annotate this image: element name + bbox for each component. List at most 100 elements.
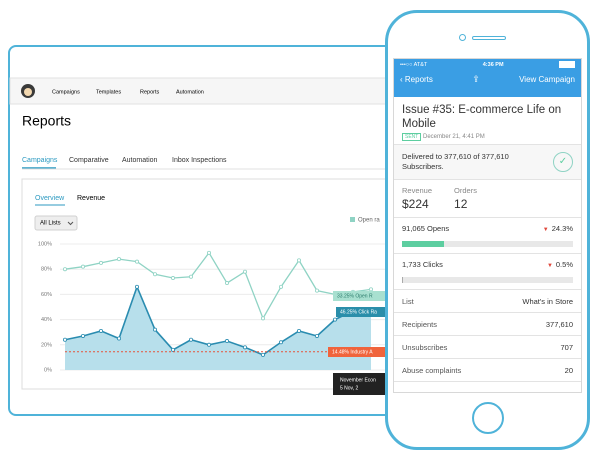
data-point xyxy=(224,281,229,286)
row-label: Unsubscribes xyxy=(402,342,448,352)
data-point xyxy=(117,257,122,262)
data-point xyxy=(188,274,193,279)
metric-change: ▼ 0.5% xyxy=(547,260,573,269)
data-point xyxy=(242,269,247,274)
phone-header: •••○○ AT&T 4:36 PM ‹ Reports ⇪ View Camp… xyxy=(394,59,581,97)
data-point xyxy=(134,259,139,264)
row-label: Abuse complaints xyxy=(402,365,462,375)
data-point xyxy=(278,284,283,289)
delivered: Delivered to 377,610 of 377,610 Subscrib… xyxy=(402,152,509,171)
home-button[interactable] xyxy=(472,402,504,434)
y-tick-label: 100% xyxy=(38,241,52,247)
data-point xyxy=(170,347,175,352)
list-row: Unsubscribes 707 xyxy=(394,336,581,359)
tab[interactable]: Comparative xyxy=(69,157,109,164)
metric-row: 1,733 Clicks ▼ 0.5% xyxy=(402,260,573,269)
data-point xyxy=(188,337,193,342)
row-value: 20 xyxy=(564,365,573,375)
sent-date: December 21, 4:41 PM xyxy=(423,134,485,140)
tooltip-text: 33.25% Open R xyxy=(337,293,373,299)
nav-item[interactable]: Templates xyxy=(96,89,121,95)
tab[interactable]: Inbox Inspections xyxy=(172,157,227,164)
progress-track xyxy=(402,277,573,283)
row-value: What's in Store xyxy=(522,296,573,306)
chart-tab[interactable]: Revenue xyxy=(77,195,105,202)
data-point xyxy=(99,328,104,333)
stat-value: 12 xyxy=(454,197,468,211)
progress-fill xyxy=(402,241,444,247)
y-tick-label: 40% xyxy=(41,317,52,323)
phone-speaker xyxy=(472,36,506,40)
back-button[interactable]: ‹ Reports xyxy=(400,75,433,84)
data-point xyxy=(368,287,373,292)
dropdown-caret xyxy=(67,221,74,226)
tab[interactable]: Campaigns xyxy=(22,157,58,164)
tooltip xyxy=(333,291,393,301)
event-text: 5 Nov, 2 xyxy=(340,385,358,391)
y-tick-label: 80% xyxy=(41,267,52,273)
page-title: Reports xyxy=(22,113,71,129)
data-point xyxy=(296,258,301,263)
list-row: List What's in Store xyxy=(394,290,581,313)
series-line xyxy=(64,284,372,356)
view-campaign[interactable]: View Campaign xyxy=(519,75,575,84)
stat-value: $224 xyxy=(402,197,429,211)
nav-item[interactable]: Automation xyxy=(176,89,204,95)
data-point xyxy=(81,264,86,269)
share-icon[interactable]: ⇪ xyxy=(472,74,480,84)
event-tooltip xyxy=(333,373,393,395)
y-tick-label: 60% xyxy=(41,292,52,298)
campaign-title: Issue #35: E-commerce Life on Mobile xyxy=(402,104,562,130)
row-label: List xyxy=(402,296,414,306)
click-area xyxy=(65,286,371,370)
back-label: Reports xyxy=(404,75,433,84)
data-point xyxy=(117,336,122,341)
list-row: Abuse complaints 20 xyxy=(394,359,581,382)
series-line xyxy=(64,251,372,320)
tooltip xyxy=(336,307,396,317)
tab[interactable]: Automation xyxy=(122,157,158,164)
battery xyxy=(559,61,575,68)
metric: 1,733 Clicks ▼ 0.5% xyxy=(394,254,581,290)
legend-label: Open ra xyxy=(358,218,380,224)
carrier: •••○○ AT&T xyxy=(400,61,428,68)
y-tick-label: 20% xyxy=(41,342,52,348)
row-value: 377,610 xyxy=(545,319,573,329)
data-point xyxy=(278,340,283,345)
data-point xyxy=(81,333,86,338)
phone-camera xyxy=(459,34,466,41)
nav-bar xyxy=(9,77,449,105)
phone-screen: •••○○ AT&T 4:36 PM ‹ Reports ⇪ View Camp… xyxy=(393,58,582,393)
data-point xyxy=(260,352,265,357)
tooltip-text: 14.48% Industry A xyxy=(332,349,373,355)
metric-rate: 0.5% xyxy=(555,260,573,269)
nav-item[interactable]: Campaigns xyxy=(52,89,80,95)
data-point xyxy=(63,337,68,342)
clock: 4:36 PM xyxy=(482,61,504,68)
tooltip-text: 46.25% Click Ra xyxy=(340,309,377,315)
metric-rate: 24.3% xyxy=(551,224,573,233)
down-arrow: ▼ xyxy=(546,263,553,269)
list-filter[interactable] xyxy=(34,215,78,231)
list-filter-label: All Lists xyxy=(40,221,61,227)
data-point xyxy=(134,284,139,289)
data-point xyxy=(314,333,319,338)
data-point xyxy=(224,339,229,344)
data-point xyxy=(314,288,319,293)
data-point xyxy=(206,342,211,347)
nav-item[interactable]: Reports xyxy=(140,89,160,95)
data-point xyxy=(63,267,68,272)
legend-swatch xyxy=(350,217,355,222)
metric-row: 91,065 Opens ▼ 24.3% xyxy=(402,224,573,233)
stat-label: Revenue xyxy=(402,186,433,195)
list-row: Recipients 377,610 xyxy=(394,313,581,336)
metric: 91,065 Opens ▼ 24.3% xyxy=(394,218,581,254)
chart-tab[interactable]: Overview xyxy=(35,195,65,202)
metric-label: 91,065 Opens xyxy=(402,224,450,233)
data-point xyxy=(99,260,104,265)
metric-label: 1,733 Clicks xyxy=(402,260,443,269)
logo-face xyxy=(24,88,32,96)
data-point xyxy=(332,317,337,322)
